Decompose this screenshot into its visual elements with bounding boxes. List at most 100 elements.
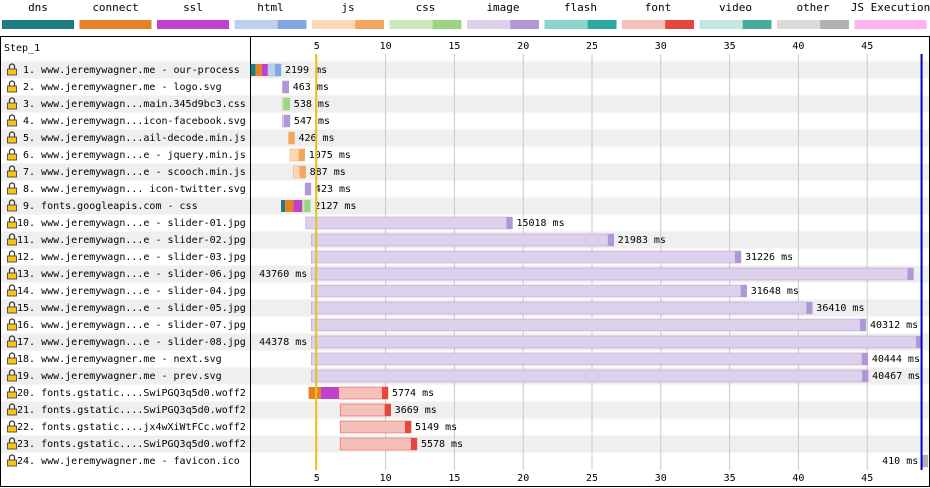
row-band xyxy=(1,95,929,113)
ssl-segment xyxy=(293,200,303,212)
bar-download xyxy=(806,302,813,314)
ssl-segment xyxy=(261,64,268,76)
request-label: 8. www.jeremywagn... icon-twitter.svg xyxy=(23,184,246,195)
row-band xyxy=(1,61,929,79)
legend-swatch-dark xyxy=(277,20,307,29)
duration-label: 410 ms xyxy=(882,456,918,467)
lock-shackle xyxy=(8,284,16,290)
duration-label: 43760 ms xyxy=(259,269,307,280)
lock-icon xyxy=(7,459,17,467)
legend-swatch-dark xyxy=(510,20,539,29)
lock-shackle xyxy=(8,216,16,222)
request-bar xyxy=(311,369,869,383)
bar-download xyxy=(288,132,295,144)
duration-label: 31648 ms xyxy=(751,286,799,297)
x-tick-label: 25 xyxy=(586,41,598,52)
lock-shackle xyxy=(8,233,16,239)
bar-download xyxy=(915,336,922,348)
lock-icon xyxy=(7,391,17,399)
duration-label: 547 ms xyxy=(294,116,330,127)
bar-download xyxy=(298,149,305,161)
bar-download xyxy=(282,81,289,93)
bar-download xyxy=(607,234,614,246)
lock-shackle xyxy=(8,182,16,188)
lock-shackle xyxy=(8,131,16,137)
connect-segment xyxy=(285,200,294,212)
lock-icon xyxy=(7,153,17,161)
legend-label: connect xyxy=(92,1,138,14)
lock-shackle xyxy=(8,437,16,443)
x-tick-label: 5 xyxy=(314,41,320,52)
lock-icon xyxy=(7,374,17,382)
x-tick-label: 15 xyxy=(448,41,460,52)
lock-shackle xyxy=(8,267,16,273)
request-label: 22. fonts.gstatic....jx4wXiWtFCc.woff2 xyxy=(17,422,246,433)
request-label: 9. fonts.googleapis.com - css xyxy=(23,201,198,212)
request-label: 1. www.jeremywagner.me - our-process xyxy=(23,65,240,76)
request-label: 18. www.jeremywagner.me - next.svg xyxy=(17,354,222,365)
x-tick-label: 45 xyxy=(861,41,873,52)
lock-icon xyxy=(7,255,17,263)
duration-label: 5774 ms xyxy=(392,388,434,399)
request-label: 3. www.jeremywagn...main.345d9bc3.css xyxy=(23,99,246,110)
legend-label: image xyxy=(486,1,519,14)
request-bar xyxy=(339,437,418,451)
duration-label: 40467 ms xyxy=(872,371,920,382)
request-label: 4. www.jeremywagn...icon-facebook.svg xyxy=(23,116,246,127)
lock-shackle xyxy=(8,403,16,409)
legend-swatch xyxy=(699,20,772,29)
legend-label: dns xyxy=(28,1,48,14)
lock-icon xyxy=(7,68,17,76)
duration-label: 36410 ms xyxy=(816,303,864,314)
legend-swatch-dark xyxy=(355,20,384,29)
legend-swatch xyxy=(544,20,617,29)
request-bar xyxy=(311,284,748,298)
request-label: 12. www.jeremywagn...e - slider-03.jpg xyxy=(17,252,246,263)
legend-label: js xyxy=(341,1,354,14)
lock-shackle xyxy=(8,199,16,205)
request-label: 2. www.jeremywagner.me - logo.svg xyxy=(23,82,222,93)
lock-shackle xyxy=(8,386,16,392)
lock-icon xyxy=(7,306,17,314)
duration-label: 538 ms xyxy=(294,99,330,110)
request-label: 21. fonts.gstatic....SwiPGQ3q5d0.woff2 xyxy=(17,405,246,416)
row-band xyxy=(1,401,929,419)
lock-icon xyxy=(7,323,17,331)
lock-icon xyxy=(7,102,17,110)
lock-icon xyxy=(7,425,17,433)
request-bar xyxy=(311,250,742,264)
dns-segment xyxy=(250,64,256,76)
legend-swatch xyxy=(234,20,307,29)
request-bar xyxy=(339,420,412,434)
legend-label: css xyxy=(416,1,436,14)
legend-swatch xyxy=(777,20,849,29)
x-tick-label-bottom: 45 xyxy=(861,473,873,484)
request-label: 7. www.jeremywagn...e - scooch.min.js xyxy=(23,167,246,178)
row-band xyxy=(1,129,929,147)
x-tick-label-bottom: 35 xyxy=(724,473,736,484)
legend-label: other xyxy=(796,1,829,14)
legend-swatch xyxy=(312,20,384,29)
lock-shackle xyxy=(8,148,16,154)
request-bar xyxy=(311,301,813,315)
request-label: 13. www.jeremywagn...e - slider-06.jpg xyxy=(17,269,246,280)
lock-icon xyxy=(7,170,17,178)
legend-swatch xyxy=(79,20,152,29)
duration-label: 1075 ms xyxy=(309,150,351,161)
lock-shackle xyxy=(8,114,16,120)
lock-shackle xyxy=(8,301,16,307)
x-tick-label: 40 xyxy=(792,41,804,52)
lock-shackle xyxy=(8,165,16,171)
request-label: 19. www.jeremywagner.me - prev.svg xyxy=(17,371,222,382)
step-label: Step_1 xyxy=(4,43,40,54)
bar-download xyxy=(922,455,928,467)
x-tick-label-bottom: 25 xyxy=(586,473,598,484)
request-label: 5. www.jeremywagn...ail-decode.min.js xyxy=(23,133,246,144)
bar-download xyxy=(410,438,417,450)
x-tick-label-bottom: 40 xyxy=(792,473,804,484)
row-band xyxy=(1,197,929,215)
x-tick-label: 20 xyxy=(517,41,529,52)
lock-icon xyxy=(7,408,17,416)
request-label: 20. fonts.gstatic....SwiPGQ3q5d0.woff2 xyxy=(17,388,246,399)
